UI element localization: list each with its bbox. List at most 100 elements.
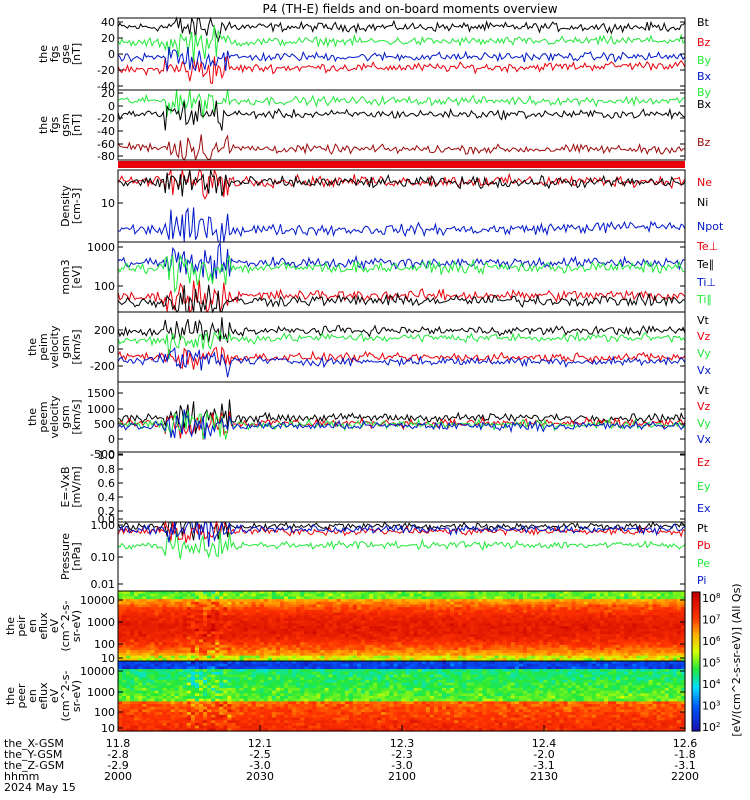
spectrogram-cell xyxy=(122,682,127,686)
spectrogram-cell xyxy=(170,701,176,705)
spectrogram-cell xyxy=(207,685,212,689)
spectrogram-cell xyxy=(182,690,188,694)
spectrogram-cell xyxy=(126,620,131,624)
spectrogram-cell xyxy=(361,607,366,611)
spectrogram-cell xyxy=(203,652,208,657)
spectrogram-cell xyxy=(251,612,257,616)
spectrogram-cell xyxy=(223,696,228,700)
spectrogram-cell xyxy=(251,682,257,686)
spectrogram-cell xyxy=(271,679,277,684)
spectrogram-cell xyxy=(251,698,257,702)
spectrogram-cell xyxy=(442,620,447,624)
spectrogram-cell xyxy=(227,722,232,727)
spectrogram-cell xyxy=(377,626,382,630)
spectrogram-cell xyxy=(142,690,147,694)
spectrogram-cell xyxy=(636,609,642,614)
spectrogram-cell xyxy=(442,644,447,649)
spectrogram-cell xyxy=(126,690,131,694)
spectrogram-cell xyxy=(405,593,411,597)
spectrogram-cell xyxy=(190,696,196,700)
spectrogram-cell xyxy=(466,617,471,622)
spectrogram-cell xyxy=(604,599,609,603)
spectrogram-cell xyxy=(259,714,265,719)
spectrogram-cell xyxy=(170,696,176,700)
spectrogram-cell xyxy=(118,658,123,662)
series-line-fgs-gse-1 xyxy=(117,55,686,85)
spectrogram-cell xyxy=(150,634,156,638)
spectrogram-cell xyxy=(413,620,419,624)
spectrogram-cell xyxy=(203,620,208,624)
spectrogram-cell xyxy=(506,615,512,619)
spectrogram-cell xyxy=(510,591,516,595)
spectrogram-cell xyxy=(154,652,160,657)
spectrogram-cell xyxy=(527,612,532,616)
spectrogram-cell xyxy=(579,593,585,597)
spectrogram-cell xyxy=(332,626,338,630)
spectrogram-cell xyxy=(612,609,617,614)
spectrogram-cell xyxy=(182,652,188,657)
spectrogram-cell xyxy=(190,655,196,659)
spectrogram-cell xyxy=(162,714,168,719)
spectrogram-cell xyxy=(207,669,212,673)
spectrogram-cell xyxy=(296,612,301,616)
spectrogram-cell xyxy=(166,599,172,603)
spectrogram-cell xyxy=(470,628,475,632)
spectrogram-cell xyxy=(126,623,131,627)
spectrogram-cell xyxy=(227,658,232,662)
spectrogram-cell xyxy=(373,599,378,603)
spectrogram-cell xyxy=(182,604,188,608)
spectrogram-cell xyxy=(215,631,220,635)
spectrogram-cell xyxy=(421,628,427,632)
spectrogram-cell xyxy=(672,617,678,622)
spectrogram-cell xyxy=(255,674,261,678)
spectrogram-cell xyxy=(207,674,212,678)
spectrogram-cell xyxy=(194,663,200,667)
spectrogram-cell xyxy=(118,663,123,667)
spectrogram-cell xyxy=(259,601,265,606)
spectrogram-cell xyxy=(166,728,172,732)
spectrogram-cell xyxy=(494,615,500,619)
spectrogram-cell xyxy=(636,617,642,622)
spectrogram-cell xyxy=(571,596,577,600)
spectrogram-cell xyxy=(170,682,176,686)
spectrogram-cell xyxy=(523,626,528,630)
spectrogram-cell xyxy=(146,728,151,732)
spectrogram-cell xyxy=(280,604,285,608)
spectrogram-cell xyxy=(644,639,650,643)
spectrogram-cell xyxy=(251,687,257,692)
spectrogram-cell xyxy=(543,607,548,611)
spectrogram-cell xyxy=(251,666,257,670)
spectrogram-cell xyxy=(591,655,597,659)
spectrogram-cell xyxy=(458,620,463,624)
spectrogram-cell xyxy=(531,601,536,606)
spectrogram-cell xyxy=(599,644,605,649)
spectrogram-cell xyxy=(478,607,484,611)
spectrogram-cell xyxy=(126,671,131,676)
spectrogram-cell xyxy=(251,639,257,643)
spectrogram-cell xyxy=(535,620,540,624)
spectrogram-cell xyxy=(251,720,257,724)
spectrogram-cell xyxy=(680,644,686,649)
spectrogram-cell xyxy=(348,612,354,616)
spectrogram-cell xyxy=(130,639,135,643)
spectrogram-cell xyxy=(186,650,192,654)
spectrogram-cell xyxy=(551,607,556,611)
spectrogram-cell xyxy=(231,725,237,729)
spectrogram-cell xyxy=(365,655,370,659)
spectrogram-cell xyxy=(531,658,536,662)
spectrogram-cell xyxy=(271,671,277,676)
spectrogram-cell xyxy=(122,612,127,616)
spectrogram-cell xyxy=(178,652,184,657)
spectrogram-cell xyxy=(150,728,156,732)
spectrogram-cell xyxy=(280,706,285,711)
spectrogram-cell xyxy=(150,599,156,603)
spectrogram-cell xyxy=(215,634,220,638)
spectrogram-cell xyxy=(531,591,536,595)
spectrogram-cell xyxy=(231,596,237,600)
spectrogram-cell xyxy=(134,704,139,708)
spectrogram-cell xyxy=(401,604,407,608)
spectrogram-cell xyxy=(620,658,625,662)
spectrogram-cell xyxy=(680,615,686,619)
spectrogram-cell xyxy=(470,604,475,608)
spectrogram-cell xyxy=(490,599,496,603)
